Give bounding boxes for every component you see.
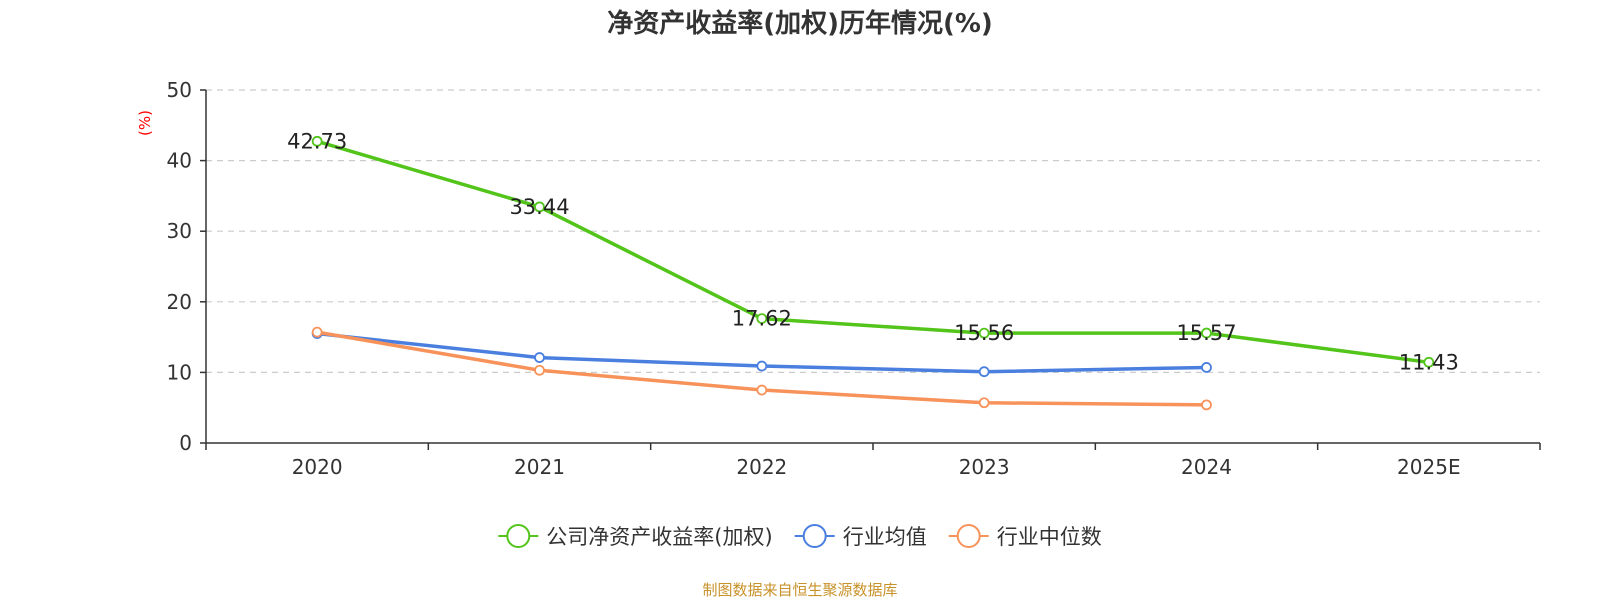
legend-swatch-marker-2 bbox=[956, 524, 981, 548]
series-2-point-2024 bbox=[1201, 399, 1212, 411]
series-1-point-2022 bbox=[756, 360, 768, 372]
series-2-point-2022 bbox=[756, 384, 768, 396]
legend-label-2: 行业中位数 bbox=[997, 525, 1102, 549]
data-label-2021: 33.44 bbox=[509, 195, 569, 219]
data-label-2025E: 11.43 bbox=[1399, 350, 1459, 374]
y-axis-label: (%) bbox=[136, 110, 154, 136]
series-1-point-2023 bbox=[978, 366, 990, 378]
axes: 0 10 20 30 40 50 2020 2021 2022 2023 2024 2025E bbox=[167, 78, 1541, 479]
legend-item-1: 行业均值 bbox=[794, 524, 927, 549]
data-label-2020: 42.73 bbox=[287, 129, 347, 153]
series-0-point-2025E bbox=[1423, 356, 1435, 368]
series-line-0 bbox=[315, 139, 1431, 365]
legend-label-0: 公司净资产收益率(加权) bbox=[546, 525, 772, 549]
series-1-point-2021 bbox=[534, 352, 545, 363]
series-1-point-2024 bbox=[1201, 362, 1212, 373]
series-2 bbox=[311, 326, 1212, 411]
legend: 公司净资产收益率(加权) 行业均值 行业中位数 bbox=[498, 524, 1102, 549]
series-0-point-2021 bbox=[534, 201, 545, 213]
series-0 bbox=[311, 135, 1435, 368]
series-2-point-2021 bbox=[534, 364, 545, 376]
series-2-point-2023 bbox=[978, 397, 990, 409]
series-2-point-2020 bbox=[311, 326, 323, 338]
legend-label-1: 行业均值 bbox=[843, 525, 927, 549]
x-tick-label-2020: 2020 bbox=[292, 455, 343, 479]
y-tick-label-30: 30 bbox=[167, 219, 192, 243]
legend-item-0: 公司净资产收益率(加权) bbox=[498, 524, 773, 549]
data-label-2023: 15.56 bbox=[954, 321, 1014, 345]
data-labels: 42.73 33.44 17.62 15.56 15.57 11.43 bbox=[287, 129, 1459, 374]
chart-title: 净资产收益率(加权)历年情况(%) bbox=[607, 8, 993, 39]
x-tick-label-2022: 2022 bbox=[736, 455, 787, 479]
legend-swatch-marker-0 bbox=[506, 524, 531, 548]
source-note: 制图数据来自恒生聚源数据库 bbox=[702, 581, 897, 599]
y-tick-label-50: 50 bbox=[167, 78, 192, 102]
data-label-2024: 15.57 bbox=[1176, 321, 1236, 345]
legend-swatch-marker-1 bbox=[802, 524, 827, 548]
y-tick-label-10: 10 bbox=[167, 360, 192, 384]
data-label-2022: 17.62 bbox=[732, 307, 792, 331]
y-tick-label-20: 20 bbox=[167, 290, 192, 314]
x-tick-label-2024: 2024 bbox=[1181, 455, 1232, 479]
x-tick-label-2021: 2021 bbox=[514, 455, 565, 479]
series-0-point-2023 bbox=[978, 327, 990, 339]
legend-item-2: 行业中位数 bbox=[948, 524, 1102, 549]
x-tick-label-2023: 2023 bbox=[959, 455, 1010, 479]
series-0-point-2022 bbox=[756, 313, 768, 325]
series-1 bbox=[311, 328, 1212, 378]
series-lines bbox=[311, 135, 1435, 411]
series-0-point-2020 bbox=[311, 135, 323, 147]
series-0-point-2024 bbox=[1201, 327, 1212, 339]
x-tick-label-2025E: 2025E bbox=[1397, 455, 1461, 479]
grid-lines bbox=[206, 89, 1540, 373]
y-tick-label-40: 40 bbox=[167, 149, 192, 173]
y-tick-label-0: 0 bbox=[179, 431, 192, 455]
